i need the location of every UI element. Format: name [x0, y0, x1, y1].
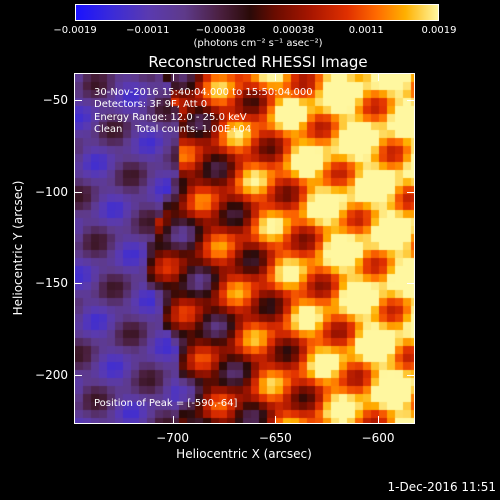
y-tick-label: −100	[35, 184, 68, 199]
x-tick-mark	[172, 73, 174, 81]
x-tick-mark	[275, 416, 277, 424]
colorbar-tick-label: 0.0011	[348, 25, 384, 36]
colorbar-tick-label: 0.0019	[421, 25, 457, 36]
info-time-range: 30-Nov-2016 15:40:04.000 to 15:50:04.000	[94, 87, 313, 98]
plot-area	[74, 73, 415, 424]
x-axis-label: Heliocentric X (arcsec)	[176, 447, 312, 461]
colorbar-tick-label: −0.0019	[53, 25, 97, 36]
x-tick-mark	[378, 73, 380, 81]
info-detectors: Detectors: 3F 9F, Att 0	[94, 99, 208, 110]
heatmap-image	[75, 74, 414, 423]
colorbar-tick-label: −0.0011	[126, 25, 170, 36]
y-tick-label: −150	[35, 276, 68, 291]
x-tick-mark	[378, 416, 380, 424]
x-tick-label: −700	[156, 431, 190, 445]
colorbar-units: (photons cm⁻² s⁻¹ asec⁻²)	[193, 38, 323, 49]
x-tick-mark	[275, 73, 277, 81]
y-tick-mark	[407, 191, 415, 193]
timestamp: 1-Dec-2016 11:51	[387, 480, 496, 494]
y-tick-label: −200	[35, 367, 68, 382]
y-tick-mark	[74, 191, 82, 193]
y-tick-mark	[74, 374, 82, 376]
y-tick-mark	[407, 374, 415, 376]
x-tick-label: −600	[361, 431, 395, 445]
y-axis-label: Heliocentric Y (arcsec)	[11, 180, 25, 316]
info-peak-position: Position of Peak = [-590,-64]	[94, 398, 238, 409]
colorbar-tick-label: −0.00038	[195, 25, 246, 36]
x-tick-label: −650	[258, 431, 292, 445]
y-tick-mark	[407, 283, 415, 285]
colorbar-tick-label: 0.00038	[272, 25, 315, 36]
y-tick-label: −50	[42, 93, 68, 108]
info-counts: Clean Total counts: 1.00E+04	[94, 124, 252, 135]
y-tick-mark	[74, 283, 82, 285]
x-tick-mark	[172, 416, 174, 424]
colorbar	[75, 4, 439, 21]
plot-title: Reconstructed RHESSI Image	[148, 53, 368, 71]
info-energy-range: Energy Range: 12.0 - 25.0 keV	[94, 112, 247, 123]
y-tick-mark	[407, 100, 415, 102]
y-tick-mark	[74, 100, 82, 102]
